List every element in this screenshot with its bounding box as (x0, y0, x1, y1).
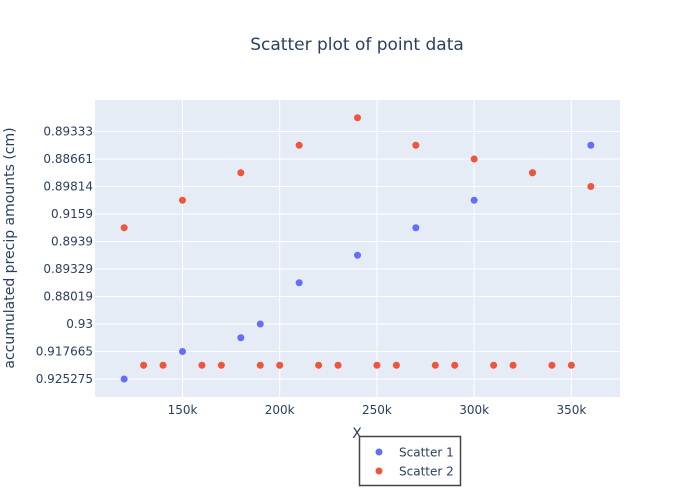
y-tick-label: 0.93 (66, 317, 93, 331)
data-point (295, 141, 303, 149)
x-tick-label: 250k (362, 403, 392, 417)
data-point (276, 361, 284, 369)
data-point (412, 141, 420, 149)
legend: Scatter 1 Scatter 2 (358, 435, 462, 487)
data-point (198, 361, 206, 369)
y-tick-label: 0.9159 (51, 207, 93, 221)
series-1 (120, 141, 595, 383)
data-point (470, 196, 478, 204)
x-tick-label: 200k (265, 403, 295, 417)
legend-marker-scatter-2 (375, 467, 383, 475)
data-point (217, 361, 225, 369)
data-point (334, 361, 342, 369)
data-point (587, 183, 595, 190)
y-tick-label: 0.89814 (43, 180, 93, 194)
y-tick-label: 0.917665 (36, 345, 93, 359)
data-point (315, 361, 323, 369)
data-point (412, 224, 420, 232)
y-tick-label: 0.8939 (51, 235, 93, 249)
y-tick-labels: 0.925275 0.917665 0.93 0.88019 0.89329 0.8939… (36, 125, 93, 387)
data-point (140, 361, 148, 369)
data-point (490, 361, 498, 369)
x-tick-labels: 150k 200k 250k 300k 350k (168, 403, 587, 417)
legend-label-scatter-2: Scatter 2 (399, 465, 454, 479)
data-point (237, 334, 245, 342)
legend-marker-scatter-1 (375, 448, 383, 456)
legend-box (358, 435, 462, 487)
y-tick-label: 0.88019 (43, 290, 93, 304)
x-gridlines (182, 100, 572, 397)
data-point (120, 375, 128, 383)
data-point (179, 196, 186, 204)
data-point (256, 320, 264, 328)
y-tick-label: 0.89329 (43, 262, 93, 276)
series-2 (120, 114, 595, 369)
data-point (237, 169, 245, 177)
data-points (120, 114, 595, 383)
data-point (354, 114, 361, 122)
data-point (295, 279, 303, 287)
chart-title: Scatter plot of point data (250, 35, 464, 55)
data-point (159, 361, 167, 369)
data-point (179, 348, 186, 355)
data-point (451, 361, 459, 369)
y-axis-title: accumulated precip amounts (cm) (2, 127, 18, 368)
y-tick-label: 0.925275 (36, 372, 93, 386)
data-point (470, 155, 478, 163)
data-point (529, 169, 536, 177)
data-point (431, 361, 439, 369)
y-gridlines (95, 131, 620, 380)
data-point (509, 361, 517, 369)
data-point (567, 361, 575, 369)
x-tick-label: 150k (168, 403, 198, 417)
data-point (120, 224, 128, 232)
legend-label-scatter-1: Scatter 1 (399, 446, 454, 460)
y-tick-label: 0.88661 (43, 152, 93, 166)
x-tick-label: 300k (459, 403, 489, 417)
data-point (354, 251, 361, 259)
data-point (256, 361, 264, 369)
data-point (587, 141, 595, 149)
data-point (548, 361, 556, 369)
data-point (373, 361, 381, 369)
x-tick-label: 350k (556, 403, 586, 417)
plot-area (95, 100, 620, 397)
data-point (392, 361, 400, 369)
x-axis-title: X (352, 426, 362, 442)
y-tick-label: 0.89333 (43, 125, 93, 139)
